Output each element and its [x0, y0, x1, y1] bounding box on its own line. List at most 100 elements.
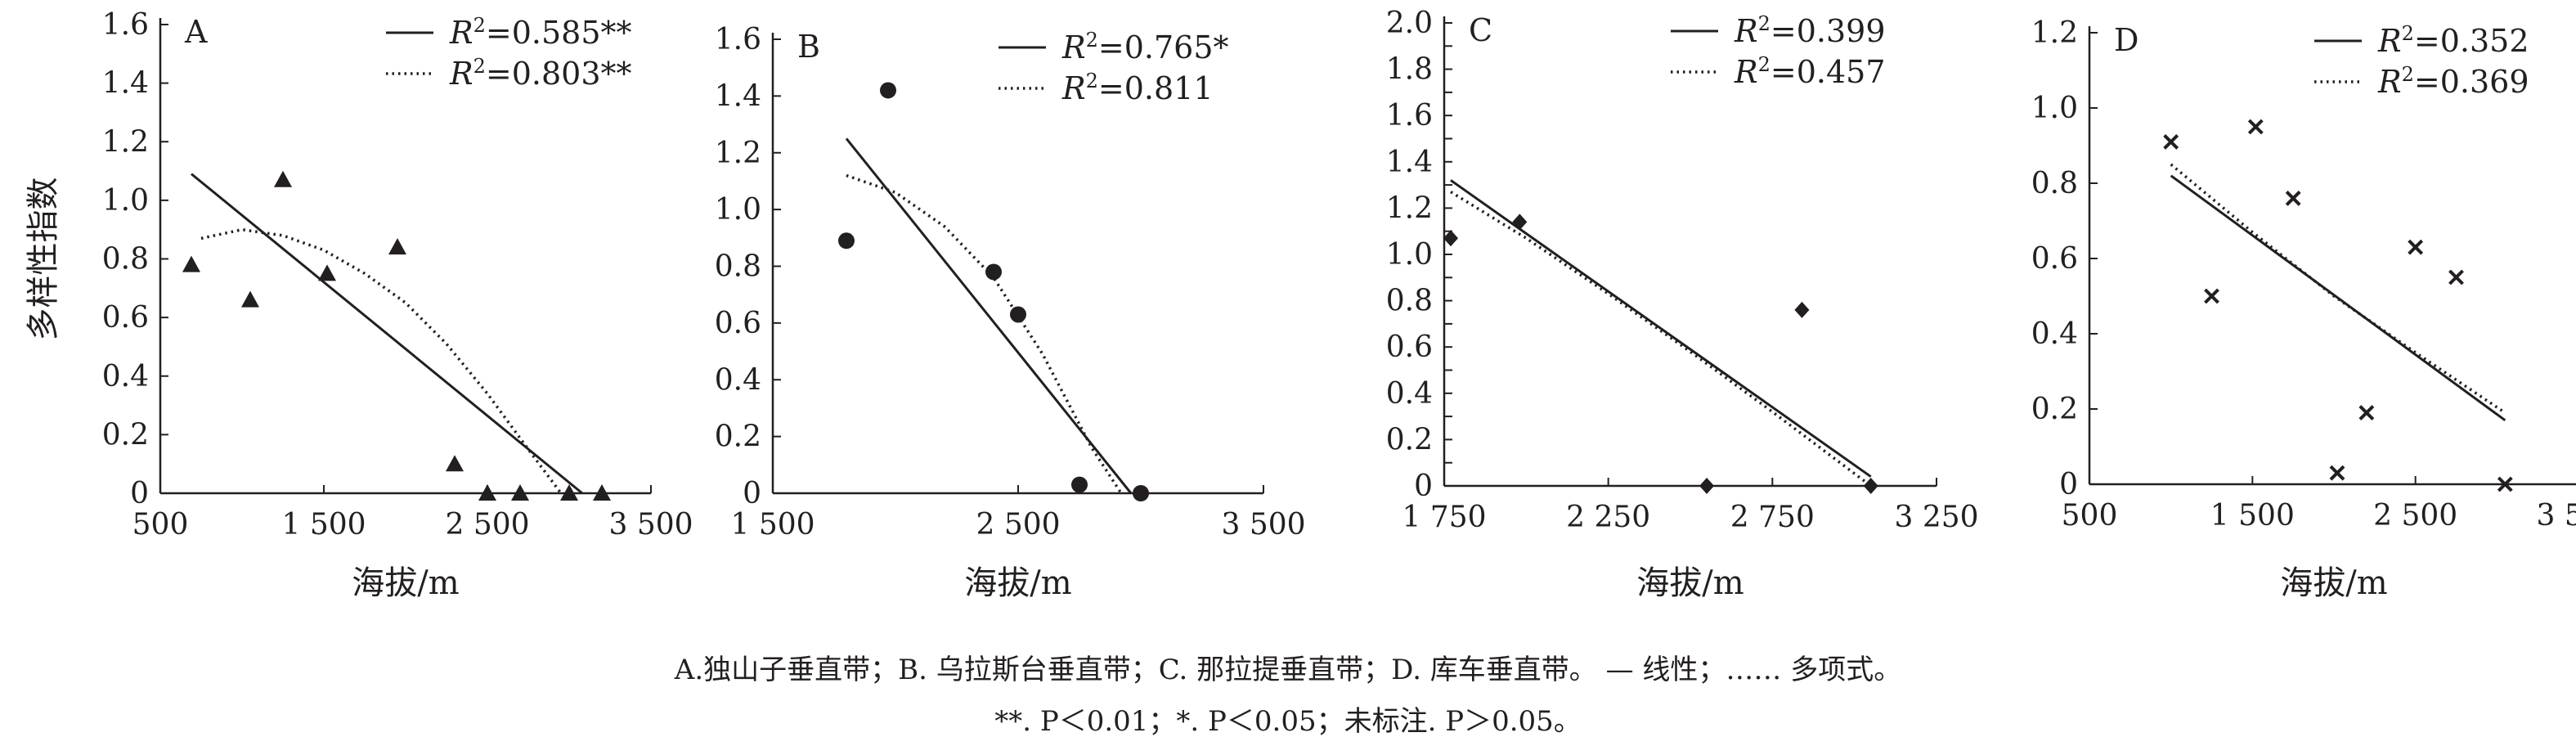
panel-c-y-tick-label: 1.6	[1386, 99, 1433, 133]
panel-a-data-point	[318, 264, 336, 281]
panel-a-data-point	[388, 238, 406, 255]
panel-d-data-point	[2329, 465, 2345, 481]
figure-caption-line-1: A.独山子垂直带；B. 乌拉斯台垂直带；C. 那拉提垂直带；D. 库车垂直带。 …	[674, 654, 1902, 686]
panel-d-y-tick-label: 1.0	[2031, 92, 2078, 125]
panel-c-y-tick-label: 0.8	[1386, 285, 1433, 318]
panel-c-y-tick-label: 0.6	[1386, 330, 1433, 364]
panel-a-y-tick-label: 1.2	[102, 125, 149, 159]
panel-d-data-point	[2358, 405, 2375, 421]
panel-d-data-point	[2204, 288, 2219, 304]
panel-b-x-tick-label: 1 500	[730, 508, 815, 542]
panel-a-polynomial-fit-line	[200, 227, 563, 495]
panel-d-x-tick-label: 2 500	[2373, 499, 2457, 533]
panel-c-y-tick-label: 0	[1414, 470, 1433, 503]
panel-b-y-tick-label: 0.4	[715, 363, 761, 397]
panel-c-data-point	[1794, 301, 1810, 318]
panel-c-data-point	[1863, 478, 1878, 494]
panel-a-y-tick-label: 0.2	[102, 418, 149, 452]
panel-d-data-point	[2247, 119, 2264, 135]
panel-c-x-tick-label: 2 250	[1566, 501, 1650, 534]
panel-c-polynomial-fit-line	[1450, 191, 1872, 488]
figure-caption-line-2: **. P＜0.01；*. P＜0.05；未标注. P＞0.05。	[994, 705, 1582, 738]
panel-d-y-tick-label: 1.2	[2031, 16, 2078, 50]
panel-b-legend-linear-label: R2=0.765*	[1061, 29, 1229, 65]
panel-c-y-tick-label: 2.0	[1386, 7, 1433, 40]
panel-d-data-point	[2408, 239, 2424, 255]
panel-b-data-point	[838, 232, 855, 249]
panel-b-y-tick-label: 1.6	[715, 23, 761, 56]
panel-a-data-point	[274, 170, 292, 187]
panel-a-legend-linear-label: R2=0.585**	[449, 14, 632, 51]
panel-a-x-axis-title: 海拔/m	[352, 564, 459, 602]
panel-a-x-tick-label: 3 500	[608, 508, 693, 542]
panel-a-y-tick-label: 0.6	[102, 301, 149, 335]
panel-c-y-tick-label: 0.2	[1386, 423, 1433, 456]
panel-d-data-point	[2497, 476, 2513, 492]
panel-a-x-tick-label: 1 500	[281, 508, 366, 542]
panel-d-data-point	[2285, 190, 2301, 206]
panel-c-y-tick-label: 0.4	[1386, 377, 1433, 411]
panel-b-legend-polynomial-label: R2=0.811	[1061, 70, 1214, 106]
panel-d-letter: D	[2114, 22, 2138, 58]
panel-b-x-axis-title: 海拔/m	[964, 564, 1071, 602]
panel-c-y-tick-label: 1.0	[1386, 238, 1433, 272]
panel-d-data-point	[2448, 269, 2464, 285]
panel-a-y-tick-label: 0	[130, 477, 149, 510]
panel-c-data-point	[1443, 230, 1459, 247]
panel-a-data-point	[182, 255, 200, 272]
panel-c-x-tick-label: 2 750	[1730, 501, 1815, 534]
panel-d-linear-fit-line	[2170, 174, 2506, 422]
panel-b-data-point	[1010, 306, 1026, 323]
panel-c-y-tick-label: 1.4	[1386, 146, 1433, 179]
panel-c-y-tick-label: 1.2	[1386, 191, 1433, 225]
panel-d-x-tick-label: 3 500	[2536, 499, 2576, 533]
panel-b-letter: B	[797, 29, 820, 65]
panel-d-y-tick-label: 0.6	[2031, 242, 2078, 276]
panel-b-y-tick-label: 0.8	[715, 250, 761, 284]
panel-d-polynomial-fit-line	[2170, 163, 2506, 415]
panel-b-data-point	[985, 263, 1002, 281]
panel-d-y-tick-label: 0.4	[2031, 317, 2078, 351]
panel-c-y-tick-label: 1.8	[1386, 53, 1433, 87]
panel-c-x-tick-label: 1 750	[1402, 501, 1486, 534]
panel-a-x-tick-label: 2 500	[445, 508, 529, 542]
panel-d-legend-polynomial-label: R2=0.369	[2377, 63, 2529, 100]
panel-b-linear-fit-line	[845, 137, 1133, 494]
panel-b-data-point	[1133, 485, 1149, 501]
panel-a-data-point	[478, 484, 496, 501]
panel-d-x-tick-label: 500	[2062, 499, 2118, 533]
panel-c-x-axis-title: 海拔/m	[1636, 564, 1744, 602]
panel-c-letter: C	[1469, 12, 1492, 48]
panel-b-data-point	[880, 82, 896, 99]
panel-c-linear-fit-line	[1450, 179, 1872, 478]
panel-a-data-point	[593, 484, 611, 501]
panel-d-x-tick-label: 1 500	[2210, 499, 2295, 533]
panel-b-y-tick-label: 0.6	[715, 307, 761, 340]
panel-a-y-tick-label: 0.4	[102, 360, 149, 393]
panel-a-x-tick-label: 500	[132, 508, 189, 542]
panel-a-y-axis-title: 多样性指数	[25, 178, 62, 341]
panel-b-x-tick-label: 2 500	[976, 508, 1060, 542]
panel-b-y-tick-label: 1.2	[715, 137, 761, 170]
panel-a-data-point	[241, 290, 259, 308]
panel-a-linear-fit-line	[191, 173, 583, 495]
panel-c-x-tick-label: 3 250	[1894, 501, 1978, 534]
panel-a-letter: A	[184, 14, 208, 50]
panel-b-x-tick-label: 3 500	[1221, 508, 1305, 542]
panel-b-y-tick-label: 0	[743, 477, 761, 510]
panel-d-legend-linear-label: R2=0.352	[2377, 22, 2529, 59]
panel-b-polynomial-fit-line	[846, 173, 1123, 494]
panel-b-y-tick-label: 0.2	[715, 420, 761, 454]
panel-d-data-point	[2163, 133, 2179, 150]
panel-a-data-point	[511, 484, 529, 501]
panel-b-y-tick-label: 1.4	[715, 79, 761, 113]
panel-d-x-axis-title: 海拔/m	[2280, 564, 2387, 602]
panel-c-legend-polynomial-label: R2=0.457	[1734, 53, 1886, 90]
panel-c-legend-linear-label: R2=0.399	[1734, 12, 1886, 49]
panel-a-data-point	[446, 455, 464, 472]
panel-d-y-tick-label: 0	[2059, 468, 2078, 501]
panel-b-data-point	[1071, 476, 1088, 493]
panel-a-legend-polynomial-label: R2=0.803**	[449, 55, 632, 92]
panel-a-y-tick-label: 1.0	[102, 184, 149, 218]
panel-c-data-point	[1699, 478, 1715, 494]
